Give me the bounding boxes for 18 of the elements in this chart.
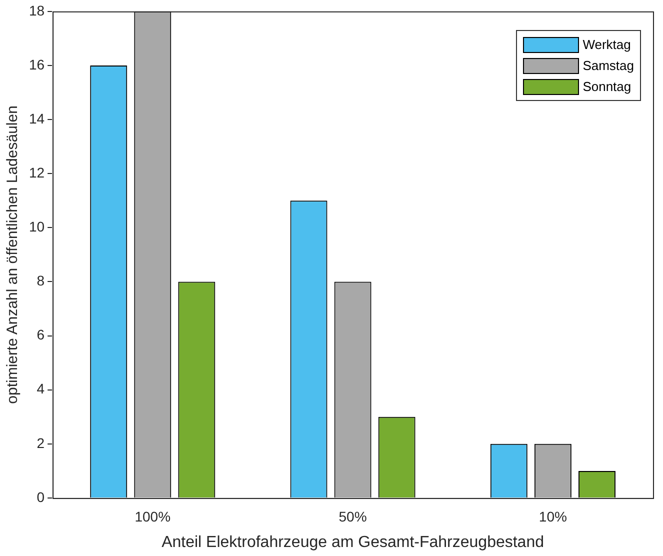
x-axis-title: Anteil Elektrofahrzeuge am Gesamt-Fahrzeugbestand bbox=[162, 534, 544, 551]
y-tick-label: 6 bbox=[36, 326, 45, 343]
y-tick-label: 10 bbox=[28, 218, 45, 235]
x-tick-label: 10% bbox=[538, 508, 567, 524]
y-tick-label: 12 bbox=[28, 164, 45, 180]
x-tick-label: 50% bbox=[338, 508, 367, 524]
legend-label: Samstag bbox=[582, 57, 634, 75]
x-tick-label: 100% bbox=[134, 508, 171, 524]
y-tick-label: 0 bbox=[36, 488, 45, 505]
y-tick-label: 18 bbox=[28, 2, 45, 18]
y-tick-label: 8 bbox=[36, 272, 45, 289]
legend-label: Sonntag bbox=[582, 78, 632, 96]
y-tick-label: 16 bbox=[28, 56, 45, 72]
y-tick-label: 14 bbox=[28, 110, 45, 126]
legend-label: Werktag bbox=[582, 36, 632, 54]
y-axis-title: optimierte Anzahl an öffentlichen Ladesäulen bbox=[4, 106, 22, 404]
y-tick-label: 2 bbox=[36, 434, 45, 451]
y-tick-label: 4 bbox=[36, 380, 45, 397]
